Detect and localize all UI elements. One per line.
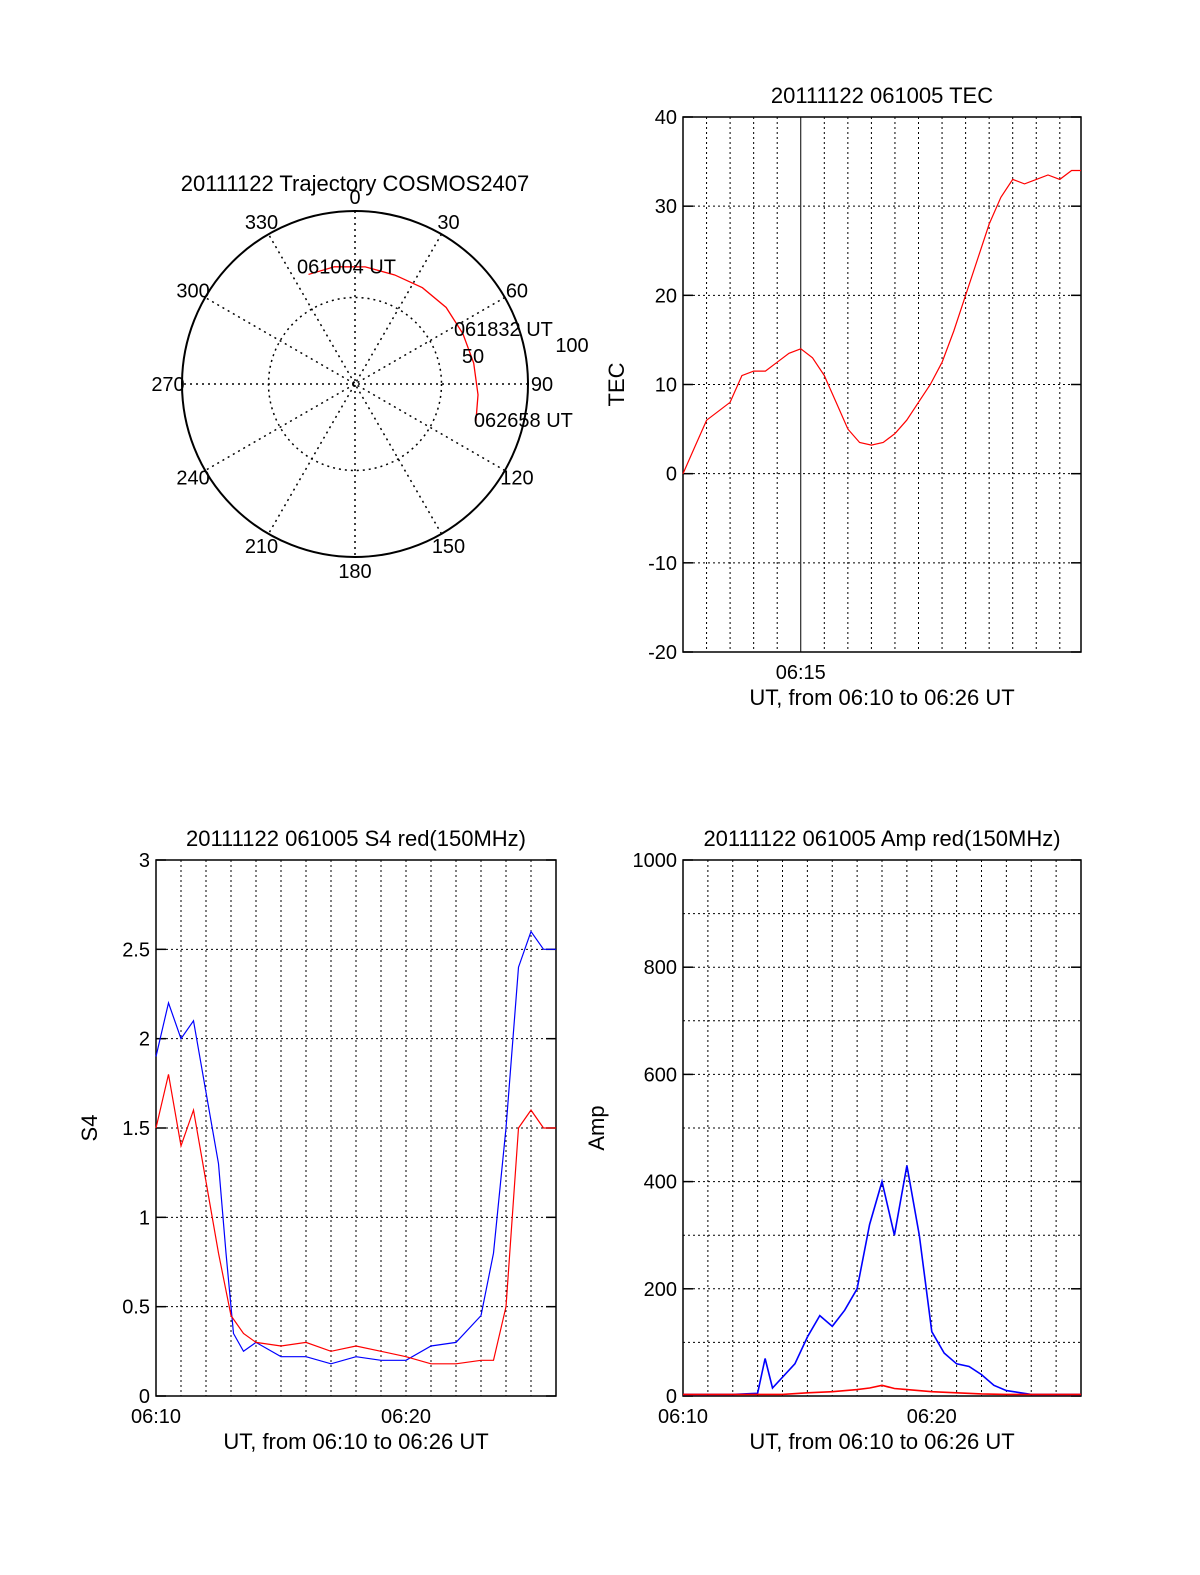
polar-azimuth-label: 300 (176, 281, 209, 303)
polar-radius-label: 100 (555, 335, 588, 357)
y-tick-label: 2.5 (122, 939, 150, 961)
series-line (683, 1384, 1081, 1396)
y-tick-label: 1000 (633, 850, 678, 872)
y-tick-label: 1 (139, 1207, 150, 1229)
plot-frame (682, 859, 1082, 1397)
chart-title: 20111122 061005 S4 red(150MHz) (186, 826, 526, 851)
x-tick-label: 06:10 (131, 1406, 181, 1428)
y-tick-label: 3 (139, 850, 150, 872)
chart-panel-1 (682, 116, 1082, 653)
y-tick-label: 0 (666, 464, 677, 486)
polar-point-label: 062658 UT (474, 410, 573, 432)
polar-chart (181, 210, 529, 558)
y-tick-label: 200 (644, 1279, 677, 1301)
polar-azimuth-label: 120 (500, 468, 533, 490)
series-line (682, 169, 1081, 474)
polar-title: 20111122 Trajectory COSMOS2407 (181, 171, 530, 196)
y-tick-label: 0 (666, 1386, 677, 1408)
polar-spoke (204, 296, 506, 472)
polar-ring-50 (267, 296, 443, 472)
polar-azimuth-label: 90 (531, 374, 553, 396)
polar-track (308, 266, 479, 422)
polar-point-label: 061832 UT (454, 319, 553, 341)
polar-spoke (267, 233, 443, 535)
y-axis-label: S4 (77, 1115, 102, 1142)
polar-azimuth-label: 240 (176, 468, 209, 490)
polar-azimuth-label: 150 (432, 536, 465, 558)
y-tick-label: 40 (655, 107, 677, 129)
polar-point-label: 061004 UT (297, 256, 396, 278)
polar-spoke (204, 296, 506, 472)
polar-spoke (267, 233, 443, 535)
polar-azimuth-label: 0 (349, 187, 360, 209)
x-tick-label: 06:15 (776, 662, 826, 684)
y-axis-label: Amp (584, 1105, 609, 1150)
y-tick-label: 30 (655, 196, 677, 218)
x-tick-label: 06:10 (658, 1406, 708, 1428)
y-tick-label: 0.5 (122, 1297, 150, 1319)
y-tick-label: 2 (139, 1029, 150, 1051)
series-line (155, 930, 556, 1365)
series-line (155, 1074, 556, 1365)
x-tick-label: 06:20 (907, 1406, 957, 1428)
plot-frame (682, 116, 1082, 653)
y-tick-label: 0 (139, 1386, 150, 1408)
x-tick-label: 06:20 (381, 1406, 431, 1428)
chart-panel-2 (155, 859, 557, 1397)
y-tick-label: -10 (648, 553, 677, 575)
polar-azimuth-label: 210 (245, 536, 278, 558)
y-tick-label: 10 (655, 375, 677, 397)
series-line (683, 1165, 1081, 1396)
y-tick-label: 800 (644, 957, 677, 979)
polar-azimuth-label: 330 (245, 212, 278, 234)
polar-azimuth-label: 270 (151, 374, 184, 396)
y-tick-label: 600 (644, 1064, 677, 1086)
x-axis-label: UT, from 06:10 to 06:26 UT (223, 1429, 488, 1454)
y-tick-label: 20 (655, 285, 677, 307)
chart-title: 20111122 061005 TEC (771, 83, 993, 108)
chart-panel-3 (682, 859, 1082, 1397)
y-tick-label: 1.5 (122, 1118, 150, 1140)
x-axis-label: UT, from 06:10 to 06:26 UT (749, 685, 1014, 710)
x-axis-label: UT, from 06:10 to 06:26 UT (749, 1429, 1014, 1454)
chart-title: 20111122 061005 Amp red(150MHz) (703, 826, 1060, 851)
y-axis-label: TEC (604, 362, 629, 406)
polar-azimuth-label: 30 (437, 212, 459, 234)
y-tick-label: -20 (648, 642, 677, 664)
polar-azimuth-label: 180 (338, 561, 371, 583)
polar-radius-label: 50 (462, 346, 484, 368)
polar-azimuth-label: 60 (506, 281, 528, 303)
y-tick-label: 400 (644, 1172, 677, 1194)
